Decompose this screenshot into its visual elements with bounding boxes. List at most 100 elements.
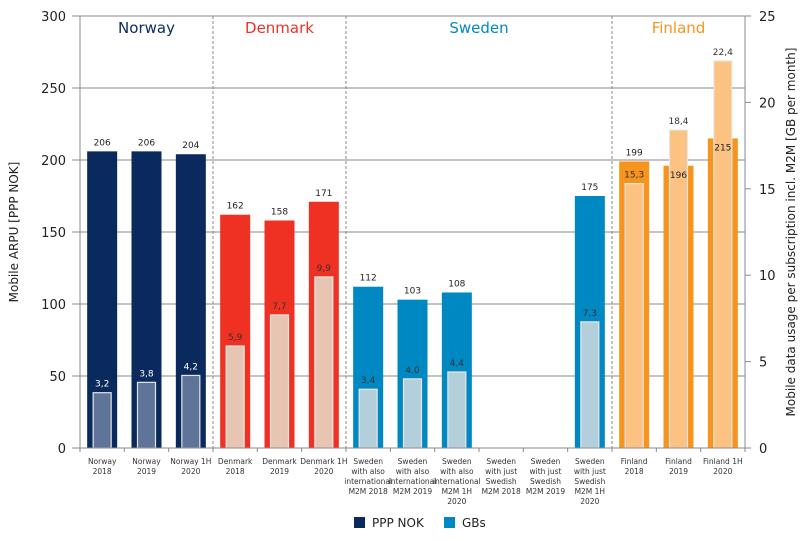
x-tick-label: with just bbox=[530, 467, 562, 476]
x-tick-label: M2M 2018 bbox=[482, 487, 521, 496]
data-label-gbs: 4,2 bbox=[184, 362, 198, 372]
group-dividers bbox=[212, 16, 613, 448]
y-axis-label: Mobile ARPU [PPP NOK] bbox=[7, 162, 21, 303]
data-label-ppp-nok: 162 bbox=[227, 202, 244, 212]
x-tick-label: Sweden bbox=[486, 457, 516, 466]
x-tick-label: 2020 bbox=[713, 467, 732, 476]
bar-gbs bbox=[314, 276, 334, 449]
y2-tick-label: 0 bbox=[759, 442, 767, 457]
x-tick-label: with also bbox=[351, 467, 385, 476]
data-label-ppp-nok: 206 bbox=[138, 138, 155, 148]
x-tick-label: Finland bbox=[665, 457, 692, 466]
x-tick-label: 2019 bbox=[270, 467, 289, 476]
data-label-gbs: 3,4 bbox=[361, 376, 376, 386]
legend: PPP NOK GBs bbox=[354, 516, 486, 530]
data-label-gbs: 3,2 bbox=[95, 380, 109, 390]
x-tick-label: Denmark 1H bbox=[300, 457, 347, 466]
x-tick-label: with just bbox=[485, 467, 517, 476]
y2-tick-label: 20 bbox=[759, 96, 776, 111]
data-label-gbs: 9,9 bbox=[317, 264, 332, 274]
x-tick-label: Finland 1H bbox=[703, 457, 743, 466]
data-label-ppp-nok: 108 bbox=[448, 279, 465, 289]
labels: Norway Denmark Sweden Finland2063,2Norway20… bbox=[88, 19, 743, 506]
x-tick-label: international bbox=[389, 477, 437, 486]
x-tick-label: 2018 bbox=[226, 467, 245, 476]
x-tick-label: international bbox=[433, 477, 481, 486]
x-tick-label: 2019 bbox=[137, 467, 156, 476]
bar-gbs bbox=[225, 345, 245, 449]
x-tick-label: Norway bbox=[88, 457, 117, 466]
y2-tick-label: 15 bbox=[759, 183, 776, 198]
x-tick-label: Sweden bbox=[353, 457, 383, 466]
data-label-gbs: 15,3 bbox=[624, 171, 644, 181]
data-label-gbs: 3,8 bbox=[139, 369, 154, 379]
data-label-gbs: 7,7 bbox=[272, 302, 286, 312]
legend-label-ppp-nok: PPP NOK bbox=[372, 516, 425, 530]
data-label-gbs: 22,4 bbox=[713, 48, 733, 58]
x-tick-label: Denmark bbox=[262, 457, 297, 466]
x-tick-label: 2018 bbox=[625, 467, 644, 476]
axes: 0 50 100 150 200 250 300 0 5 10 15 20 25 bbox=[41, 10, 775, 457]
y-tick-label: 0 bbox=[58, 442, 66, 457]
y-tick-label: 50 bbox=[49, 370, 66, 385]
x-tick-label: Swedish bbox=[574, 477, 605, 486]
data-label-gbs: 18,4 bbox=[668, 117, 688, 127]
bar-gbs bbox=[136, 381, 157, 449]
group-title-norway: Norway bbox=[118, 19, 175, 37]
data-label-ppp-nok: 206 bbox=[94, 138, 111, 148]
data-label-gbs: 5,9 bbox=[228, 333, 243, 343]
data-label-gbs: 4,0 bbox=[405, 366, 420, 376]
x-tick-label: with just bbox=[574, 467, 606, 476]
x-tick-label: 2018 bbox=[93, 467, 112, 476]
x-tick-label: Swedish bbox=[530, 477, 561, 486]
x-tick-label: with also bbox=[440, 467, 474, 476]
x-tick-label: Finland bbox=[621, 457, 648, 466]
bar-gbs bbox=[402, 378, 423, 449]
data-label-ppp-nok: 175 bbox=[581, 183, 598, 193]
data-label-ppp-nok: 112 bbox=[360, 274, 377, 284]
x-tick-label: M2M 2019 bbox=[393, 487, 432, 496]
bar-gbs bbox=[358, 388, 378, 449]
x-tick-label: Sweden bbox=[398, 457, 428, 466]
x-tick-label: international bbox=[344, 477, 392, 486]
x-tick-label: Sweden bbox=[531, 457, 561, 466]
bar-gbs bbox=[447, 371, 467, 449]
x-tick-label: 2020 bbox=[314, 467, 333, 476]
x-tick-label: M2M 1H bbox=[442, 487, 473, 496]
bar-gbs bbox=[713, 60, 733, 449]
legend-swatch-ppp-nok bbox=[354, 517, 365, 528]
x-tick-label: Sweden bbox=[442, 457, 472, 466]
x-tick-label: Denmark bbox=[218, 457, 253, 466]
data-label-ppp-nok: 103 bbox=[404, 287, 421, 297]
data-label-ppp-nok: 215 bbox=[714, 143, 731, 153]
x-tick-label: Norway bbox=[132, 457, 161, 466]
x-tick-label: Swedish bbox=[486, 477, 517, 486]
y2-tick-label: 25 bbox=[759, 10, 776, 25]
bar-gbs bbox=[181, 374, 201, 449]
bar-gbs bbox=[624, 183, 644, 449]
y-tick-label: 150 bbox=[41, 226, 66, 241]
x-tick-label: 2020 bbox=[580, 497, 599, 506]
bar-gbs bbox=[92, 392, 112, 449]
x-tick-label: 2020 bbox=[447, 497, 466, 506]
data-label-ppp-nok: 158 bbox=[271, 207, 288, 217]
y-tick-label: 200 bbox=[41, 154, 66, 169]
x-tick-label: 2020 bbox=[181, 467, 200, 476]
y2-tick-label: 10 bbox=[759, 269, 776, 284]
bar-gbs bbox=[580, 321, 600, 449]
x-tick-label: M2M 1H bbox=[575, 487, 606, 496]
y-tick-label: 300 bbox=[41, 10, 66, 25]
y2-axis-label: Mobile data usage per subscription incl.… bbox=[784, 48, 798, 417]
group-title-finland: Finland bbox=[652, 19, 706, 37]
group-title-sweden: Sweden bbox=[449, 19, 508, 37]
group-title-denmark: Denmark bbox=[245, 19, 314, 37]
data-label-ppp-nok: 199 bbox=[626, 148, 643, 158]
y-tick-label: 100 bbox=[41, 298, 66, 313]
legend-label-gbs: GBs bbox=[462, 516, 486, 530]
data-label-ppp-nok: 171 bbox=[315, 189, 332, 199]
x-tick-label: with also bbox=[396, 467, 430, 476]
x-tick-label: Sweden bbox=[575, 457, 605, 466]
data-label-ppp-nok: 196 bbox=[670, 171, 687, 181]
x-tick-label: M2M 2018 bbox=[349, 487, 388, 496]
data-label-gbs: 7,3 bbox=[583, 309, 597, 319]
